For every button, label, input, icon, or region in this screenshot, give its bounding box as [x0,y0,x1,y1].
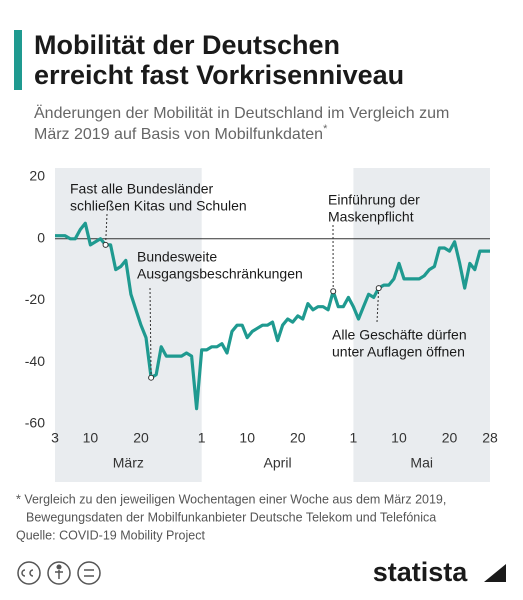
x-tick-label: 1 [198,430,206,446]
license-icons [17,561,101,585]
footnote: * Vergleich zu den jeweiligen Wochentage… [16,492,446,506]
subtitle-line: Änderungen der Mobilität in Deutschland … [34,104,449,122]
annotation-text: Bundesweite [137,249,217,265]
x-tick-label: 20 [133,430,149,446]
x-tick-label: 20 [290,430,306,446]
x-tick-label: 20 [442,430,458,446]
month-label: Mai [410,455,433,471]
x-tick-label: 1 [350,430,358,446]
annotation-marker [102,241,109,248]
title-line: Mobilität der Deutschen [34,30,340,60]
month-label: April [264,455,292,471]
x-tick-label: 10 [391,430,407,446]
plot: März April Mai 20 0 -20 -40 -60 3 10 20 1 10 20 1 10 20 2… [25,168,498,482]
month-label: März [113,455,144,471]
footnote: Bewegungsdaten der Mobilfunkanbieter Deu… [26,510,436,524]
annotation-text: Ausgangsbeschränkungen [137,266,303,282]
annotation-marker [148,374,155,381]
annotation-text: Maskenpflicht [328,209,414,225]
accent-bar [14,30,22,90]
brand-icon [484,564,506,582]
y-tick-label: -60 [25,415,45,431]
annotation-leader [376,288,380,323]
annotation-text: Einführung der [328,192,420,208]
annotation-text: Fast alle Bundesländer [70,181,214,197]
x-tick-label: 10 [239,430,255,446]
annotation-text: Alle Geschäfte dürfen [332,327,467,343]
y-tick-label: -20 [25,291,45,307]
y-tick-label: 0 [37,229,45,245]
annotation-text: schließen Kitas und Schulen [70,198,247,214]
month-band [353,168,490,482]
x-tick-label: 3 [51,430,59,446]
subtitle-mark: * [323,123,328,135]
subtitle-line: März 2019 auf Basis von Mobilfunkdaten* [34,123,328,143]
y-tick-label: -40 [25,353,45,369]
subtitle-text: März 2019 auf Basis von Mobilfunkdaten [34,126,323,143]
x-tick-label: 10 [83,430,99,446]
annotation-marker [330,288,337,295]
data-line [55,221,490,411]
brand: statista [373,557,469,587]
title-line: erreicht fast Vorkrisenniveau [34,60,404,90]
source: Quelle: COVID-19 Mobility Project [16,528,205,542]
annotation-text: unter Auflagen öffnen [332,344,465,360]
y-tick-label: 20 [29,168,45,184]
month-band [55,168,202,482]
annotation-leader [149,287,152,378]
annotation-leader [105,213,108,245]
x-tick-label: 28 [482,430,498,446]
annotation-marker [375,285,382,292]
